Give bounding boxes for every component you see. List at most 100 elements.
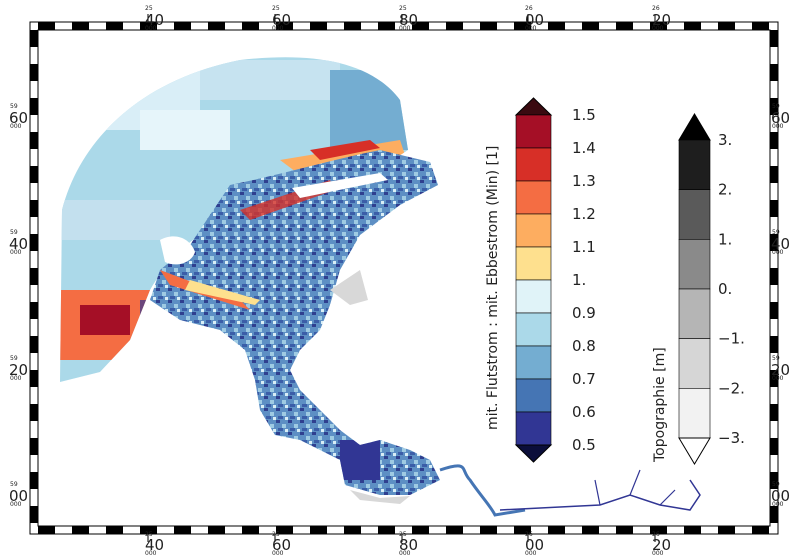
topography-colorbar-label: −1. <box>718 330 745 348</box>
bottom-tick-deg: 26 <box>525 531 533 538</box>
top-tick-sec: 000 <box>399 25 411 32</box>
frame-checker-border <box>29 21 779 535</box>
topography-colorbar-bin <box>678 338 711 389</box>
right-tick-min: 00 <box>771 487 790 505</box>
ratio-colorbar-label: 1.4 <box>572 139 596 157</box>
bottom-tick-min: 80 <box>399 536 418 554</box>
ratio-colorbar-bin <box>515 246 552 281</box>
top-tick-min: 40 <box>145 11 164 29</box>
top-tick-sec: 000 <box>145 25 157 32</box>
left-tick-min: 60 <box>9 109 28 127</box>
topography-colorbar-label: −3. <box>718 429 745 447</box>
ratio-colorbar-label: 1. <box>572 271 586 289</box>
ratio-colorbar: 1.5 1.4 1.3 1.2 1.1 1. 0.9 0.8 0.7 0.6 0.5 <box>514 97 596 463</box>
topography-colorbar-bin <box>678 388 711 439</box>
ratio-colorbar-bin <box>515 345 552 380</box>
left-tick-min: 40 <box>9 235 28 253</box>
top-tick-min: 80 <box>399 11 418 29</box>
topography-colorbar-label: 3. <box>718 131 732 149</box>
ratio-colorbar-bin <box>515 378 552 413</box>
top-tick-sec: 000 <box>652 25 664 32</box>
topography-colorbar-label: 0. <box>718 280 732 298</box>
bottom-tick-sec: 000 <box>652 550 664 557</box>
left-tick-deg: 59 <box>10 355 18 362</box>
ratio-colorbar-label: 1.2 <box>572 205 596 223</box>
topography-colorbar-title: Topographie [m] <box>652 347 668 463</box>
bottom-tick-deg: 26 <box>652 531 660 538</box>
topography-colorbar: 3. 2. 1. 0. −1. −2. −3. <box>678 113 745 465</box>
ratio-colorbar-label: 1.3 <box>572 172 596 190</box>
topography-colorbar-bin <box>678 139 711 190</box>
bottom-tick-sec: 000 <box>525 550 537 557</box>
ratio-colorbar-bin <box>515 213 552 248</box>
top-tick-min: 00 <box>525 11 544 29</box>
left-tick-deg: 59 <box>10 229 18 236</box>
left-tick-min: 20 <box>9 361 28 379</box>
ratio-colorbar-label: 0.8 <box>572 337 596 355</box>
bottom-tick-sec: 000 <box>272 550 284 557</box>
left-tick-min: 00 <box>9 487 28 505</box>
left-tick-sec: 000 <box>10 501 22 508</box>
left-tick-deg: 59 <box>10 481 18 488</box>
right-tick-min: 20 <box>771 361 790 379</box>
right-tick-deg: 59 <box>772 355 780 362</box>
bottom-tick-sec: 000 <box>399 550 411 557</box>
bottom-tick-min: 00 <box>525 536 544 554</box>
ratio-colorbar-bin <box>515 411 552 446</box>
ratio-colorbar-label: 0.5 <box>572 436 596 454</box>
left-tick-sec: 000 <box>10 123 22 130</box>
ratio-colorbar-bin <box>515 147 552 182</box>
bottom-tick-min: 60 <box>272 536 291 554</box>
left-tick-sec: 000 <box>10 375 22 382</box>
topography-colorbar-label: −2. <box>718 379 745 397</box>
top-tick-deg: 25 <box>272 5 280 12</box>
ratio-colorbar-under-arrow <box>514 444 553 463</box>
right-tick-sec: 000 <box>772 375 784 382</box>
ratio-colorbar-bin <box>515 114 552 149</box>
top-tick-deg: 25 <box>399 5 407 12</box>
right-tick-min: 40 <box>771 235 790 253</box>
top-tick-sec: 000 <box>525 25 537 32</box>
topography-colorbar-bin <box>678 189 711 240</box>
ratio-colorbar-title: mit. Flutstrom : mit. Ebbestrom (Min) [1… <box>485 146 501 430</box>
ratio-colorbar-label: 1.5 <box>572 106 596 124</box>
top-tick-sec: 000 <box>272 25 284 32</box>
ratio-colorbar-bin <box>515 180 552 215</box>
top-tick-deg: 25 <box>145 5 153 12</box>
ratio-colorbar-label: 0.7 <box>572 370 596 388</box>
bottom-tick-deg: 25 <box>399 531 407 538</box>
topography-colorbar-bin <box>678 288 711 339</box>
ratio-colorbar-label: 0.6 <box>572 403 596 421</box>
left-tick-sec: 000 <box>10 249 22 256</box>
right-tick-sec: 000 <box>772 501 784 508</box>
bottom-tick-sec: 000 <box>145 550 157 557</box>
right-tick-min: 60 <box>771 109 790 127</box>
top-tick-deg: 26 <box>525 5 533 12</box>
ratio-colorbar-label: 1.1 <box>572 238 596 256</box>
bottom-tick-min: 40 <box>145 536 164 554</box>
top-tick-deg: 26 <box>652 5 660 12</box>
right-tick-sec: 000 <box>772 123 784 130</box>
right-tick-sec: 000 <box>772 249 784 256</box>
bottom-tick-min: 20 <box>652 536 671 554</box>
topography-colorbar-label: 1. <box>718 230 732 248</box>
ratio-colorbar-bin <box>515 279 552 314</box>
topography-colorbar-under-arrow <box>678 437 711 465</box>
bottom-tick-deg: 25 <box>145 531 153 538</box>
bottom-tick-deg: 25 <box>272 531 280 538</box>
topography-colorbar-label: 2. <box>718 181 732 199</box>
right-tick-deg: 59 <box>772 229 780 236</box>
top-tick-min: 60 <box>272 11 291 29</box>
top-tick-min: 20 <box>652 11 671 29</box>
left-tick-deg: 59 <box>10 103 18 110</box>
right-tick-deg: 59 <box>772 481 780 488</box>
right-tick-deg: 59 <box>772 103 780 110</box>
topography-colorbar-bin <box>678 239 711 290</box>
ratio-colorbar-bin <box>515 312 552 347</box>
ratio-colorbar-label: 0.9 <box>572 304 596 322</box>
